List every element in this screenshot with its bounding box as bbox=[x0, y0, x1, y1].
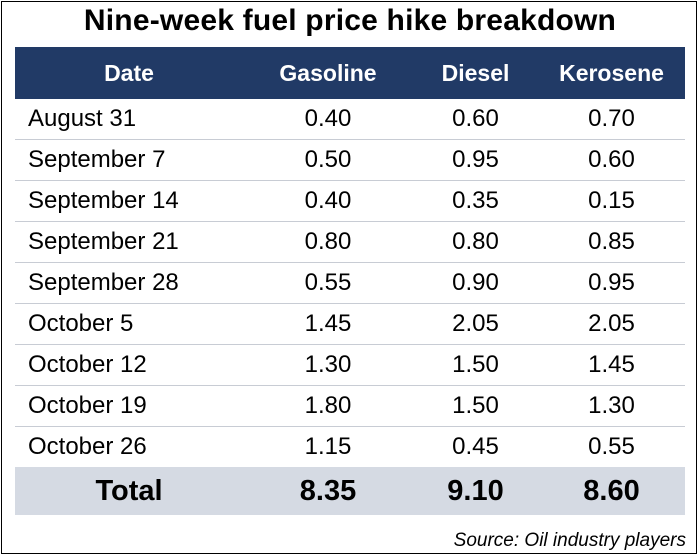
cell-gasoline: 1.45 bbox=[243, 303, 413, 345]
cell-date: September 14 bbox=[15, 180, 243, 222]
cell-date: September 7 bbox=[15, 139, 243, 181]
cell-date: September 21 bbox=[15, 221, 243, 263]
cell-date: October 12 bbox=[15, 344, 243, 386]
cell-kerosene: 0.70 bbox=[538, 99, 685, 140]
table-row: October 19 1.80 1.50 1.30 bbox=[15, 385, 685, 427]
table-row: September 7 0.50 0.95 0.60 bbox=[15, 139, 685, 181]
cell-diesel: 0.45 bbox=[452, 433, 499, 460]
total-kerosene: 8.60 bbox=[538, 467, 685, 515]
cell-kerosene: 0.15 bbox=[538, 180, 685, 222]
total-diesel: 9.10 bbox=[413, 467, 538, 515]
cell-kerosene: 1.45 bbox=[538, 344, 685, 386]
cell-diesel: 0.80 bbox=[413, 221, 538, 263]
cell-gasoline: 1.30 bbox=[243, 344, 413, 386]
table-row: October 5 1.45 2.05 2.05 bbox=[15, 303, 685, 345]
cell-kerosene: 0.85 bbox=[538, 221, 685, 263]
cell-date: August 31 bbox=[15, 99, 243, 140]
header-row: Date Gasoline Diesel Kerosene bbox=[15, 47, 685, 99]
cell-date: September 28 bbox=[15, 262, 243, 304]
header-diesel: Diesel bbox=[413, 47, 538, 99]
cell-gasoline: 1.15 bbox=[304, 433, 352, 460]
cell-kerosene: 0.55 bbox=[588, 433, 635, 460]
price-table: Date Gasoline Diesel Kerosene August 31 0… bbox=[15, 47, 685, 515]
cell-diesel: 1.50 bbox=[413, 344, 538, 386]
cell-gasoline: 0.55 bbox=[243, 262, 413, 304]
total-gasoline: 8.35 bbox=[243, 467, 413, 515]
cell-date: October 5 bbox=[15, 303, 243, 345]
cell-gasoline: 1.80 bbox=[243, 385, 413, 427]
cell-diesel: 2.05 bbox=[413, 303, 538, 345]
cell-gasoline: 0.40 bbox=[243, 180, 413, 222]
cell-date: October 26 bbox=[28, 433, 147, 460]
cell-diesel: 0.35 bbox=[413, 180, 538, 222]
cell-diesel: 0.90 bbox=[413, 262, 538, 304]
cell-gasoline: 0.40 bbox=[243, 99, 413, 140]
cell-kerosene: 0.60 bbox=[538, 139, 685, 181]
cell-kerosene: 1.30 bbox=[538, 385, 685, 427]
cell-diesel: 1.50 bbox=[413, 385, 538, 427]
cell-diesel: 0.95 bbox=[413, 139, 538, 181]
cell-kerosene: 2.05 bbox=[538, 303, 685, 345]
table-row: August 31 0.40 0.60 0.70 bbox=[15, 99, 685, 140]
table-body: August 31 0.40 0.60 0.70 September 7 0.50 0.95… bbox=[15, 99, 685, 467]
cell-kerosene: 0.95 bbox=[538, 262, 685, 304]
table-row: October 26 1.15 0.45 0.55 bbox=[15, 427, 685, 468]
table-row: September 28 0.55 0.90 0.95 bbox=[15, 262, 685, 304]
header-kerosene: Kerosene bbox=[538, 47, 685, 99]
header-date: Date bbox=[15, 47, 243, 99]
cell-gasoline: 0.80 bbox=[243, 221, 413, 263]
cell-gasoline: 0.50 bbox=[243, 139, 413, 181]
cell-date: October 19 bbox=[15, 385, 243, 427]
table-row: October 12 1.30 1.50 1.45 bbox=[15, 344, 685, 386]
total-label: Total bbox=[15, 467, 243, 515]
total-row: Total 8.35 9.10 8.60 bbox=[15, 467, 685, 515]
chart-title: Nine-week fuel price hike breakdown bbox=[83, 4, 617, 37]
source-note: Source: Oil industry players bbox=[453, 530, 686, 551]
table-row: September 21 0.80 0.80 0.85 bbox=[15, 221, 685, 263]
header-gasoline: Gasoline bbox=[243, 47, 413, 99]
table-row: September 14 0.40 0.35 0.15 bbox=[15, 180, 685, 222]
cell-diesel: 0.60 bbox=[413, 99, 538, 140]
